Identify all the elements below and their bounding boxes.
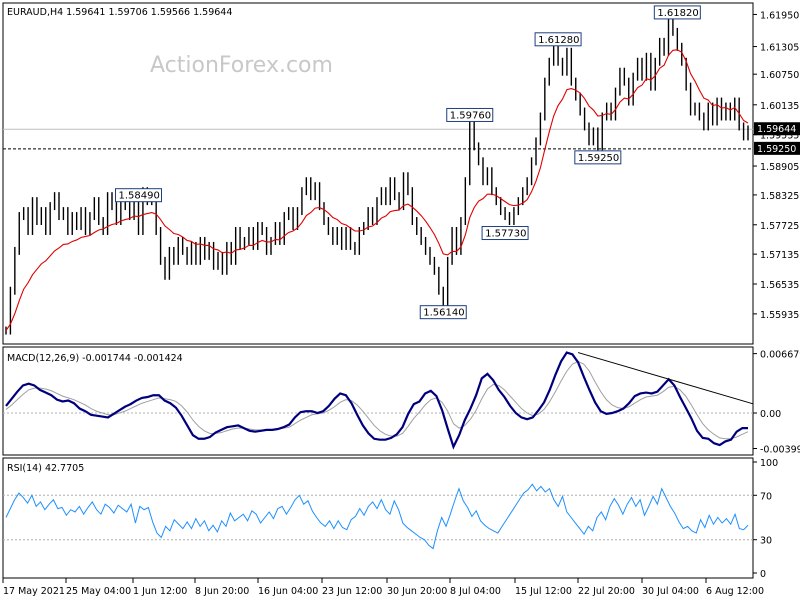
watermark: ActionForex.com [150, 53, 333, 78]
x-axis-label: 8 Jun 20:00 [195, 586, 249, 597]
price-axis-label: 1.60135 [760, 101, 799, 112]
price-axis-label: 1.59535 [760, 131, 799, 142]
price-annotation-label: 1.59250 [578, 153, 619, 164]
price-axis-label: 1.60750 [760, 70, 799, 81]
macd-trendline [577, 352, 754, 405]
rsi-panel-title: RSI(14) 42.7705 [7, 463, 84, 474]
price-annotation-box [419, 305, 467, 320]
support-price-label: 1.59250 [757, 144, 796, 155]
price-axis-label: 1.61950 [760, 10, 799, 21]
price-annotation-box [574, 150, 622, 165]
current-price-label: 1.59644 [757, 124, 796, 135]
macd-axis-label: -0.003994 [760, 445, 800, 456]
price-annotation: 1.61820 [653, 5, 701, 20]
rsi-axis-label: 30 [760, 536, 772, 547]
price-annotation-label: 1.58490 [119, 191, 160, 202]
macd-layer [3, 351, 754, 450]
x-axis-label: 16 Jun 04:00 [258, 586, 318, 597]
macd-axis-label: 0.00 [760, 409, 781, 420]
x-axis-label: 1 Jun 12:00 [133, 586, 187, 597]
price-panel-frame [2, 2, 754, 345]
price-annotation: 1.59760 [446, 107, 494, 122]
price-annotation-box [481, 226, 529, 241]
rsi-axis-label: 70 [760, 491, 772, 502]
price-annotation-label: 1.61280 [538, 35, 579, 46]
price-axis-label: 1.56535 [760, 280, 799, 291]
rsi-axis-label: 100 [760, 458, 778, 469]
price-annotation-label: 1.57730 [485, 229, 526, 240]
x-axis-label: 30 Jun 20:00 [387, 586, 447, 597]
price-axis-label: 1.61305 [760, 43, 799, 54]
price-axis-label: 1.58905 [760, 162, 799, 173]
rsi-panel-frame [2, 457, 754, 579]
moving-average-line [5, 49, 749, 331]
price-annotation: 1.59250 [574, 150, 622, 165]
price-layer: 1.58490 1.56140 1.59760 1.57730 1.61280 1.592… [3, 5, 753, 335]
x-axis-label: 15 Jul 12:00 [515, 586, 572, 597]
price-axis-label: 1.57725 [760, 221, 799, 232]
x-axis-label: 30 Jul 04:00 [642, 586, 699, 597]
price-axis-label: 1.55935 [760, 310, 799, 321]
x-axis-label: 23 Jun 12:00 [322, 586, 382, 597]
rsi-layer [3, 483, 753, 550]
macd-panel-frame [2, 346, 754, 456]
price-axis-label: 1.58325 [760, 191, 799, 202]
price-annotation-box [446, 107, 494, 122]
macd-axis-label: 0.006679 [760, 350, 800, 361]
price-annotation: 1.57730 [481, 226, 529, 241]
axis-layer: 1.61950 1.61305 1.60750 1.60135 1.59535 1.589… [2, 10, 800, 597]
price-annotation-box [653, 5, 701, 20]
macd-line [5, 351, 748, 450]
price-annotation: 1.56140 [419, 305, 467, 320]
price-annotation-label: 1.61820 [657, 8, 698, 19]
rsi-line [5, 483, 749, 550]
x-axis-label: 6 Aug 12:00 [706, 586, 764, 597]
price-annotation-box [115, 188, 162, 203]
x-axis-label: 25 May 04:00 [66, 586, 131, 597]
price-annotation-box [534, 32, 582, 47]
price-annotation: 1.58490 [115, 188, 162, 203]
price-axis-label: 1.57135 [760, 250, 799, 261]
x-axis-label: 22 Jul 20:00 [578, 586, 635, 597]
price-annotation-label: 1.59760 [450, 110, 491, 121]
current-price-box [754, 122, 800, 136]
support-price-box [754, 141, 800, 155]
price-annotation: 1.61280 [534, 32, 582, 47]
x-axis-label: 17 May 2021 [3, 586, 65, 597]
price-annotation-label: 1.56140 [423, 308, 464, 319]
rsi-axis-label: 0 [760, 569, 766, 580]
price-panel-title: EURAUD,H4 1.59641 1.59706 1.59566 1.5964… [7, 7, 232, 18]
macd-panel-title: MACD(12,26,9) -0.001744 -0.001424 [7, 353, 183, 364]
x-axis-label: 8 Jul 04:00 [450, 586, 501, 597]
